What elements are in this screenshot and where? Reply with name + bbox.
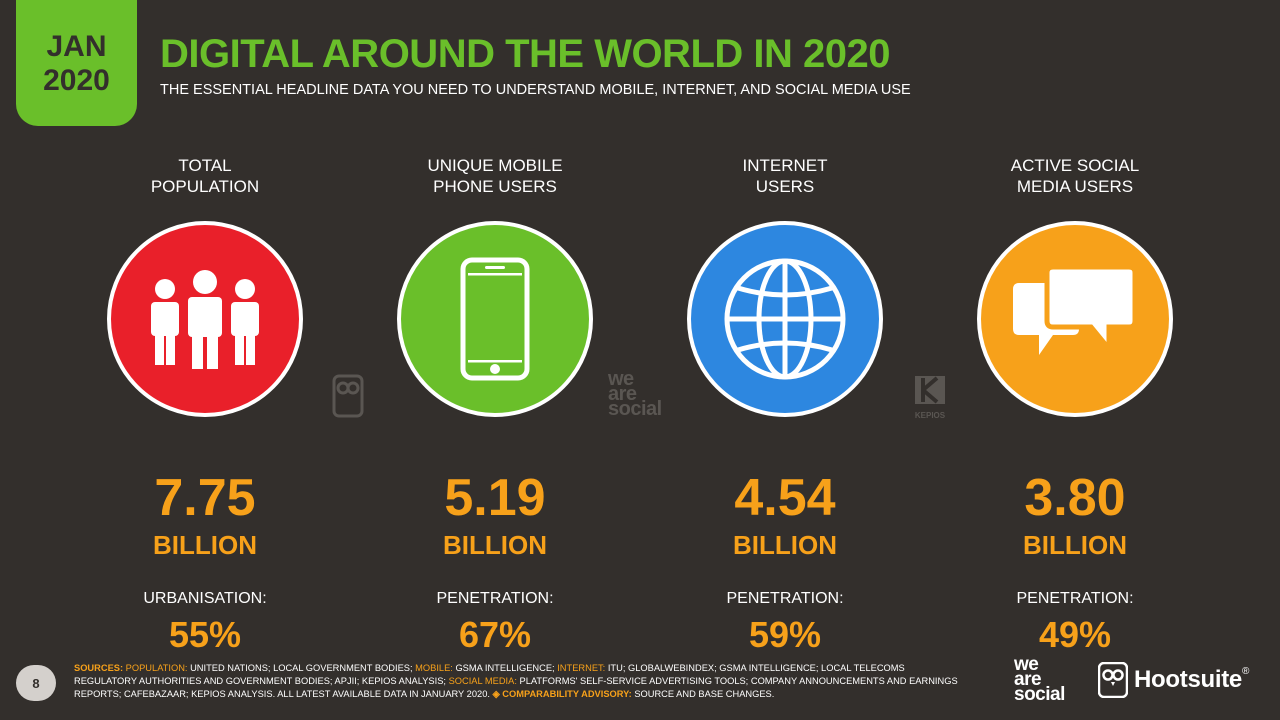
stat-label-line2: MEDIA USERS bbox=[1016, 177, 1134, 196]
stat-unit: BILLION bbox=[733, 530, 837, 560]
stat-label-line1: TOTAL bbox=[178, 156, 232, 175]
stat-circle bbox=[397, 221, 593, 417]
stat-unit: BILLION bbox=[153, 530, 257, 560]
stat-unit: BILLION bbox=[443, 530, 547, 560]
stat-percentage: 67% bbox=[458, 614, 532, 655]
stat-value: 7.75 bbox=[154, 469, 256, 527]
page-title: DIGITAL AROUND THE WORLD IN 2020 bbox=[160, 32, 890, 76]
social-text: PLATFORMS' SELF-SERVICE ADVERTISING TOOL… bbox=[74, 676, 958, 699]
watermark-line: are bbox=[608, 383, 637, 405]
stat-label-line2: POPULATION bbox=[150, 177, 260, 196]
stat-value: 4.54 bbox=[734, 469, 836, 527]
kepios-logo-icon bbox=[915, 376, 945, 404]
people-icon bbox=[151, 270, 259, 369]
owl-icon bbox=[1098, 662, 1128, 698]
badge-year: 2020 bbox=[43, 64, 110, 97]
population-label: POPULATION: bbox=[125, 663, 188, 673]
stat-label: TOTAL POPULATION bbox=[75, 155, 335, 199]
stat-social-media-users: ACTIVE SOCIAL MEDIA USERS 3.80 BILLION P… bbox=[945, 155, 1205, 655]
chat-bubbles-icon bbox=[1013, 267, 1137, 357]
stat-circle bbox=[977, 221, 1173, 417]
stat-sub-label: PENETRATION: bbox=[1016, 590, 1134, 607]
watermark-line: social bbox=[608, 398, 662, 420]
globe-icon bbox=[724, 258, 846, 380]
sources-label: SOURCES: bbox=[74, 663, 124, 673]
kepios-watermark: KEPIOS bbox=[910, 374, 950, 420]
internet-text: ITU; GLOBALWEBINDEX; GSMA INTELLIGENCE; … bbox=[74, 663, 905, 686]
stat-total-population: TOTAL POPULATION 7.75 bbox=[75, 155, 335, 655]
stat-label-line2: PHONE USERS bbox=[433, 177, 557, 196]
stat-circle bbox=[687, 221, 883, 417]
advisory-label: ◈ COMPARABILITY ADVISORY: bbox=[492, 689, 632, 699]
stat-percentage: 49% bbox=[1038, 614, 1112, 655]
stat-label: INTERNET USERS bbox=[655, 155, 915, 199]
we-are-social-watermark: we are social bbox=[608, 368, 662, 420]
stat-sub-label: PENETRATION: bbox=[436, 590, 554, 607]
hootsuite-text: Hootsuite bbox=[1134, 666, 1242, 693]
stat-label-line1: INTERNET bbox=[742, 156, 828, 175]
stat-value: 5.19 bbox=[444, 469, 546, 527]
kepios-text: KEPIOS bbox=[914, 411, 946, 420]
hootsuite-owl-watermark-icon bbox=[332, 374, 364, 418]
logo-line: are bbox=[1014, 669, 1042, 690]
logo-line: we bbox=[1014, 654, 1039, 675]
hootsuite-logo: Hootsuite ® bbox=[1098, 662, 1249, 698]
stat-sub-label: URBANISATION: bbox=[143, 590, 267, 607]
page-subtitle: THE ESSENTIAL HEADLINE DATA YOU NEED TO … bbox=[160, 82, 911, 98]
internet-label: INTERNET: bbox=[557, 663, 606, 673]
population-text: UNITED NATIONS; LOCAL GOVERNMENT BODIES; bbox=[187, 663, 416, 673]
advisory-text: SOURCE AND BASE CHANGES. bbox=[631, 689, 775, 699]
social-label: SOCIAL MEDIA: bbox=[448, 676, 517, 686]
page-number: 8 bbox=[16, 665, 56, 701]
stat-unit: BILLION bbox=[1023, 530, 1127, 560]
stat-percentage: 59% bbox=[748, 614, 822, 655]
we-are-social-logo: we are social bbox=[1014, 654, 1065, 705]
mobile-phone-icon bbox=[460, 257, 530, 381]
registered-mark: ® bbox=[1241, 666, 1250, 677]
stat-percentage: 55% bbox=[168, 614, 242, 655]
mobile-text: GSMA INTELLIGENCE; bbox=[452, 663, 558, 673]
stat-value: 3.80 bbox=[1024, 469, 1126, 527]
stat-mobile-users: UNIQUE MOBILE PHONE USERS 5.19 BILLION P… bbox=[365, 155, 625, 655]
mobile-label: MOBILE: bbox=[415, 663, 453, 673]
stat-circle bbox=[107, 221, 303, 417]
stat-sub-label: PENETRATION: bbox=[726, 590, 844, 607]
stat-label: ACTIVE SOCIAL MEDIA USERS bbox=[945, 155, 1205, 199]
sources-text: SOURCES: POPULATION: UNITED NATIONS; LOC… bbox=[74, 662, 964, 701]
date-badge: JAN 2020 bbox=[16, 0, 137, 126]
stat-label: UNIQUE MOBILE PHONE USERS bbox=[365, 155, 625, 199]
badge-month: JAN bbox=[46, 30, 107, 63]
logo-line: social bbox=[1014, 684, 1065, 705]
stat-internet-users: INTERNET USERS 4.54 BILLION PENETRATION:… bbox=[655, 155, 915, 655]
stat-label-line1: UNIQUE MOBILE bbox=[427, 156, 563, 175]
watermark-line: we bbox=[608, 368, 634, 390]
stat-label-line1: ACTIVE SOCIAL bbox=[1010, 156, 1140, 175]
stat-label-line2: USERS bbox=[755, 177, 815, 196]
